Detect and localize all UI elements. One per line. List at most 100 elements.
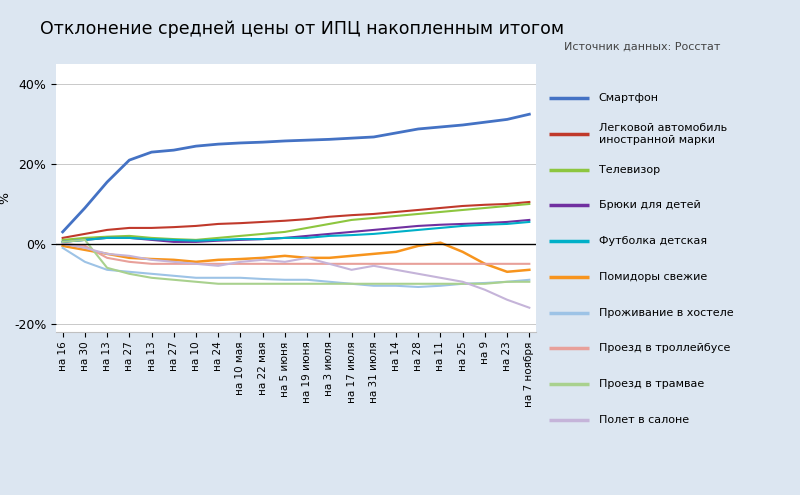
- Телевизор: [214, 235, 223, 241]
- Проживание в хостеле: [302, 277, 312, 283]
- Полет в салоне: [280, 259, 290, 265]
- Футболка детская: [502, 221, 512, 227]
- Смартфон: [125, 157, 134, 163]
- Line: Телевизор: Телевизор: [62, 204, 530, 240]
- Телевизор: [325, 221, 334, 227]
- Легковой автомобиль
иностранной марки: [414, 207, 423, 213]
- Text: Полет в салоне: Полет в салоне: [598, 415, 689, 425]
- Line: Полет в салоне: Полет в салоне: [62, 244, 530, 308]
- Полет в салоне: [458, 279, 467, 285]
- Футболка детская: [480, 222, 490, 228]
- Футболка детская: [302, 235, 312, 241]
- Проезд в троллейбусе: [480, 261, 490, 267]
- Брюки для детей: [502, 219, 512, 225]
- Полет в салоне: [414, 271, 423, 277]
- Проезд в трамвае: [458, 281, 467, 287]
- Брюки для детей: [102, 235, 112, 241]
- Помидоры свежие: [458, 249, 467, 255]
- Помидоры свежие: [346, 253, 356, 259]
- Телевизор: [236, 233, 246, 239]
- Легковой автомобиль
иностранной марки: [102, 227, 112, 233]
- Проезд в трамвае: [525, 279, 534, 285]
- Полет в салоне: [169, 259, 178, 265]
- Футболка детская: [346, 232, 356, 238]
- Проживание в хостеле: [502, 279, 512, 285]
- Брюки для детей: [58, 239, 67, 245]
- Легковой автомобиль
иностранной марки: [480, 202, 490, 208]
- Проезд в трамвае: [258, 281, 267, 287]
- Смартфон: [391, 130, 401, 136]
- Легковой автомобиль
иностранной марки: [80, 231, 90, 237]
- Проживание в хостеле: [236, 275, 246, 281]
- Брюки для детей: [369, 227, 378, 233]
- Телевизор: [458, 207, 467, 213]
- Проживание в хостеле: [480, 280, 490, 286]
- Полет в салоне: [346, 267, 356, 273]
- Легковой автомобиль
иностранной марки: [58, 235, 67, 241]
- Брюки для детей: [525, 217, 534, 223]
- Футболка детская: [436, 225, 446, 231]
- Телевизор: [302, 225, 312, 231]
- Телевизор: [280, 229, 290, 235]
- Футболка детская: [258, 236, 267, 242]
- Смартфон: [169, 147, 178, 153]
- Проезд в троллейбусе: [280, 261, 290, 267]
- Проезд в трамвае: [414, 281, 423, 287]
- Помидоры свежие: [191, 259, 201, 265]
- Помидоры свежие: [169, 257, 178, 263]
- Смартфон: [280, 138, 290, 144]
- Проезд в трамвае: [302, 281, 312, 287]
- Телевизор: [414, 211, 423, 217]
- Смартфон: [525, 111, 534, 117]
- Проживание в хостеле: [214, 275, 223, 281]
- Легковой автомобиль
иностранной марки: [369, 211, 378, 217]
- Полет в салоне: [191, 261, 201, 267]
- Телевизор: [436, 209, 446, 215]
- Помидоры свежие: [369, 251, 378, 257]
- Полет в салоне: [258, 257, 267, 263]
- Проживание в хостеле: [391, 283, 401, 289]
- Телевизор: [502, 203, 512, 209]
- Помидоры свежие: [480, 261, 490, 267]
- Легковой автомобиль
иностранной марки: [125, 225, 134, 231]
- Смартфон: [102, 179, 112, 185]
- Проезд в трамвае: [58, 239, 67, 245]
- Футболка детская: [236, 236, 246, 242]
- Y-axis label: %: %: [0, 192, 11, 204]
- Проживание в хостеле: [102, 267, 112, 273]
- Помидоры свежие: [125, 255, 134, 261]
- Смартфон: [58, 229, 67, 235]
- Проезд в троллейбусе: [525, 261, 534, 267]
- Проезд в троллейбусе: [80, 243, 90, 249]
- Проезд в троллейбусе: [325, 261, 334, 267]
- Футболка детская: [80, 237, 90, 243]
- Футболка детская: [391, 229, 401, 235]
- Проезд в троллейбусе: [236, 261, 246, 267]
- Смартфон: [502, 116, 512, 122]
- Легковой автомобиль
иностранной марки: [236, 220, 246, 226]
- Проезд в троллейбусе: [436, 261, 446, 267]
- Полет в салоне: [436, 275, 446, 281]
- Телевизор: [146, 235, 156, 241]
- Проезд в троллейбусе: [191, 261, 201, 267]
- Полет в салоне: [480, 287, 490, 293]
- Брюки для детей: [169, 239, 178, 245]
- Проезд в трамвае: [436, 281, 446, 287]
- Легковой автомобиль
иностранной марки: [346, 212, 356, 218]
- Полет в салоне: [146, 257, 156, 263]
- Line: Футболка детская: Футболка детская: [62, 222, 530, 242]
- Легковой автомобиль
иностранной марки: [325, 214, 334, 220]
- Проезд в трамвае: [325, 281, 334, 287]
- Проживание в хостеле: [258, 276, 267, 282]
- Футболка детская: [191, 238, 201, 244]
- Футболка детская: [369, 231, 378, 237]
- Футболка детская: [58, 239, 67, 245]
- Смартфон: [414, 126, 423, 132]
- Полет в салоне: [525, 305, 534, 311]
- Проезд в троллейбусе: [58, 241, 67, 247]
- Проживание в хостеле: [146, 271, 156, 277]
- Text: Легковой автомобиль
иностранной марки: Легковой автомобиль иностранной марки: [598, 123, 726, 145]
- Футболка детская: [280, 235, 290, 241]
- Проживание в хостеле: [80, 259, 90, 265]
- Телевизор: [125, 233, 134, 239]
